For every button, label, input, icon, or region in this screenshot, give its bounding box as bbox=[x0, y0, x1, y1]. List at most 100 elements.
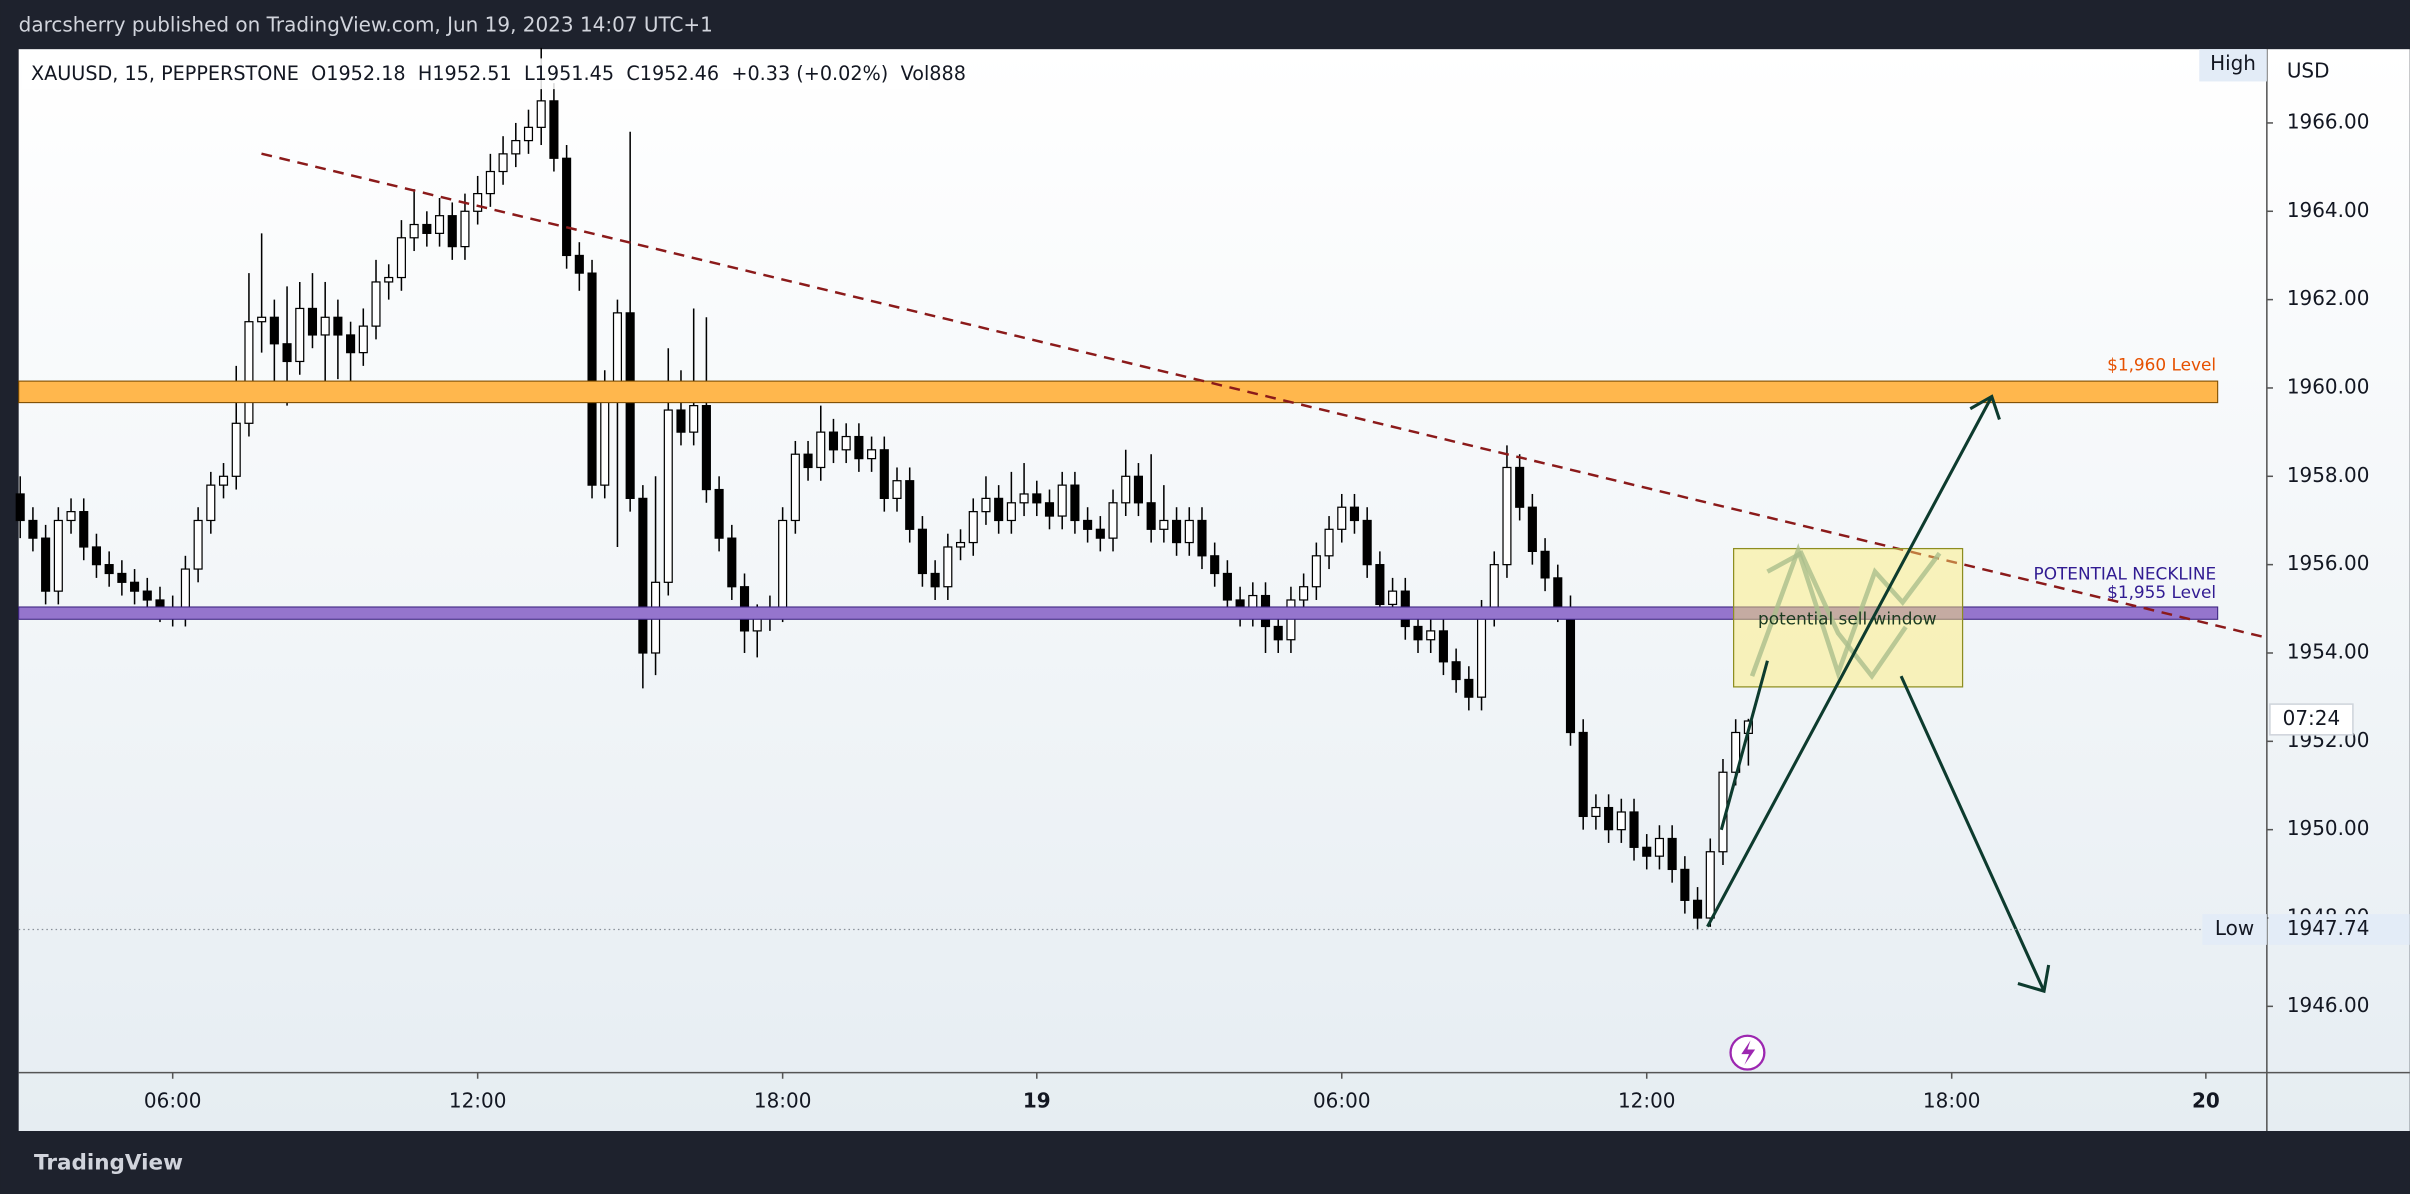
candle-body bbox=[1184, 519, 1194, 544]
candle-body bbox=[1375, 564, 1385, 606]
candle-body bbox=[1222, 572, 1232, 601]
zone-label: POTENTIAL NECKLINE bbox=[2034, 564, 2217, 584]
candle-body bbox=[257, 316, 267, 323]
candle-body bbox=[689, 405, 699, 433]
candle-body bbox=[422, 223, 432, 234]
neckline-zone bbox=[18, 606, 2219, 620]
x-tick-label: 06:00 bbox=[1313, 1088, 1371, 1112]
low-price: 1947.74 bbox=[2287, 916, 2370, 940]
candle-body bbox=[333, 316, 343, 336]
candle-body bbox=[778, 519, 788, 610]
candle-body bbox=[1121, 475, 1131, 504]
candle-body bbox=[1451, 661, 1461, 681]
candle-body bbox=[701, 405, 711, 491]
candle-body bbox=[523, 126, 534, 142]
candle-body bbox=[727, 537, 737, 588]
candle-body bbox=[803, 453, 813, 469]
arrows bbox=[1706, 394, 2051, 994]
candle-body bbox=[193, 519, 203, 570]
countdown: 07:24 bbox=[2283, 706, 2341, 730]
candle-body bbox=[981, 497, 991, 513]
candle-body bbox=[384, 276, 394, 283]
candle-body bbox=[1172, 519, 1182, 544]
candle-body bbox=[625, 312, 635, 500]
candle-body bbox=[1413, 625, 1423, 641]
x-tick-label: 06:00 bbox=[144, 1088, 202, 1112]
candle-body bbox=[320, 316, 330, 336]
candle-body bbox=[1426, 630, 1436, 641]
candle-body bbox=[231, 422, 241, 477]
candle-body bbox=[244, 321, 254, 424]
legend-bg bbox=[21, 58, 929, 90]
candle-body bbox=[1362, 519, 1372, 566]
candle-body bbox=[41, 537, 51, 592]
candle-body bbox=[218, 475, 229, 486]
candle-body bbox=[498, 153, 508, 173]
candle-body bbox=[879, 449, 889, 500]
zigzag bbox=[1749, 543, 1942, 681]
candle-body bbox=[1642, 846, 1652, 857]
candle-body bbox=[28, 519, 38, 539]
candle-body bbox=[549, 100, 559, 159]
candle-body bbox=[91, 546, 102, 566]
y-tick-label: 1958.00 bbox=[2287, 463, 2370, 487]
legend-value: C1952.46 bbox=[626, 61, 719, 84]
high-badge bbox=[2199, 49, 2267, 82]
countdown-bg bbox=[2269, 703, 2354, 736]
candle-body bbox=[1286, 599, 1296, 641]
symbol: XAUUSD, 15, PEPPERSTONE bbox=[31, 61, 299, 84]
candle-body bbox=[1578, 731, 1588, 818]
candle-body bbox=[1565, 608, 1576, 734]
candle-body bbox=[917, 528, 927, 575]
candle-body bbox=[1133, 475, 1143, 504]
candle-body bbox=[562, 157, 572, 257]
y-tick-label: 1946.00 bbox=[2287, 993, 2370, 1017]
candle-body bbox=[955, 541, 966, 548]
candle-body bbox=[905, 480, 915, 530]
low-price-bg bbox=[2268, 914, 2410, 945]
candle-body bbox=[1604, 806, 1614, 831]
event-icon-bolt bbox=[1741, 1040, 1756, 1065]
x-tick-label: 18:00 bbox=[754, 1088, 812, 1112]
candle-body bbox=[1210, 555, 1220, 575]
zone-label: $1,955 Level bbox=[2107, 582, 2216, 602]
candle-body bbox=[1349, 506, 1360, 522]
currency: USD bbox=[2287, 59, 2330, 83]
candle-body bbox=[841, 435, 851, 451]
candle-body bbox=[1388, 590, 1398, 606]
candle-body bbox=[1705, 851, 1715, 919]
candle-body bbox=[892, 480, 902, 500]
candle-body bbox=[1680, 868, 1690, 901]
candle-body bbox=[206, 484, 216, 522]
candle-body bbox=[104, 564, 114, 575]
candle-body bbox=[1146, 502, 1156, 530]
candle-body bbox=[1095, 528, 1105, 539]
candle-body bbox=[1553, 577, 1563, 610]
candle-body bbox=[1667, 837, 1677, 871]
candle-body bbox=[663, 409, 673, 583]
legend-value: L1951.45 bbox=[524, 61, 614, 84]
candle-body bbox=[574, 254, 584, 274]
candle-body bbox=[1273, 625, 1283, 641]
candle-body bbox=[1083, 519, 1093, 530]
candle-body bbox=[295, 307, 305, 363]
candle-body bbox=[447, 215, 457, 248]
candle-body bbox=[1006, 502, 1016, 522]
brand: TradingView bbox=[34, 1150, 183, 1175]
y-tick-label: 1964.00 bbox=[2287, 198, 2370, 222]
candle-body bbox=[1502, 466, 1512, 566]
low-badge bbox=[2202, 914, 2267, 945]
candle-body bbox=[130, 581, 140, 592]
candle-body bbox=[307, 307, 318, 336]
publisher: darcsherry published on TradingView.com,… bbox=[19, 13, 713, 37]
candle-body bbox=[930, 572, 940, 588]
candle-body bbox=[460, 210, 470, 248]
candle-body bbox=[53, 519, 63, 592]
sell-window-label: potential sell window bbox=[1758, 608, 1937, 628]
candle-body bbox=[142, 590, 152, 601]
zone-1960 bbox=[18, 380, 2219, 404]
candle-body bbox=[1044, 502, 1055, 517]
candle-body bbox=[117, 572, 127, 583]
